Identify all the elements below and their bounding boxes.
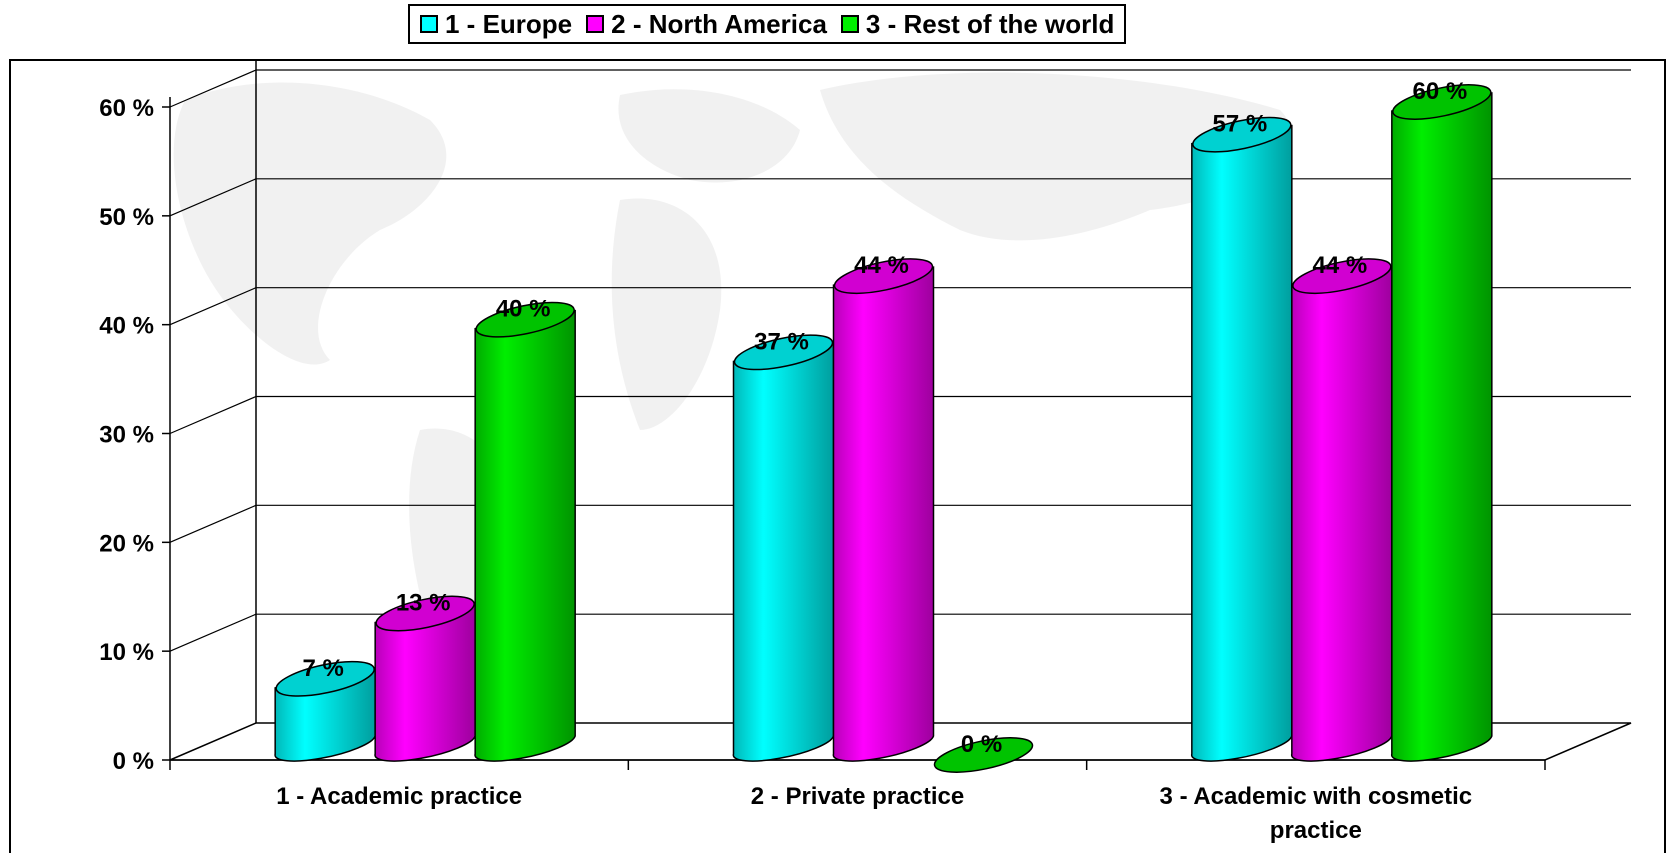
bar [832,266,935,762]
data-label: 60 % [1412,78,1467,105]
bar-top [1292,258,1392,295]
bar-top [275,660,375,697]
data-label: 44 % [1312,252,1367,279]
x-category-label: 3 - Academic with cosmetic [1160,783,1473,810]
y-tick-label: 20 % [99,530,154,557]
legend-item-rest-of-world: 3 - Rest of the world [840,8,1115,40]
x-category-label: 1 - Academic practice [276,783,522,810]
legend-item-north-america: 2 - North America [586,9,827,40]
legend-label-rest-of-world: 3 - Rest of the world [865,8,1115,39]
bar [1190,124,1293,762]
bar [374,603,476,762]
bar-top [1192,116,1292,153]
bar-top [733,334,834,371]
x-category-label: practice [1270,817,1362,844]
bar-top [833,258,934,295]
data-label: 40 % [496,296,551,323]
bar [1390,92,1493,762]
data-label: 44 % [854,252,909,279]
data-label: 13 % [396,590,451,617]
legend-swatch-north-america [586,15,605,33]
x-category-label: 2 - Private practice [751,783,964,810]
y-tick-label: 30 % [99,422,154,449]
legend-item-europe: 1 - Europe [420,9,572,40]
gridline-diagonal [169,178,257,217]
gridline-diagonal [169,395,257,435]
data-label: 37 % [754,328,809,355]
gridline-diagonal [169,69,257,108]
gridline-diagonal [169,287,257,326]
bars [274,84,1493,773]
y-tick-label: 10 % [99,639,154,666]
y-tick-label: 60 % [99,95,154,122]
y-tick-label: 50 % [99,204,154,231]
gridline-diagonal [169,504,257,543]
legend-swatch-rest-of-world [840,15,859,33]
y-tick-label: 0 % [113,748,154,775]
bar [474,309,576,762]
bar-top [933,737,1034,773]
data-label: 57 % [1212,111,1267,138]
plot-frame [9,59,1666,853]
bar [1290,266,1393,762]
legend: 1 - Europe 2 - North America 3 - Rest of… [408,4,1127,44]
data-label: 0 % [961,731,1002,758]
bar [732,342,835,762]
data-label: 7 % [302,655,343,682]
bar-top [1392,84,1492,120]
labels: 1 - Academic practice 2 - Private practic… [276,78,1472,844]
legend-label-north-america: 2 - North America [611,8,827,39]
gridline-diagonal [169,613,257,652]
y-tick-label: 40 % [99,313,154,340]
legend-label-europe: 1 - Europe [445,8,573,39]
legend-swatch-europe [420,15,438,33]
bar-top [375,595,475,632]
bar-top [475,301,575,338]
